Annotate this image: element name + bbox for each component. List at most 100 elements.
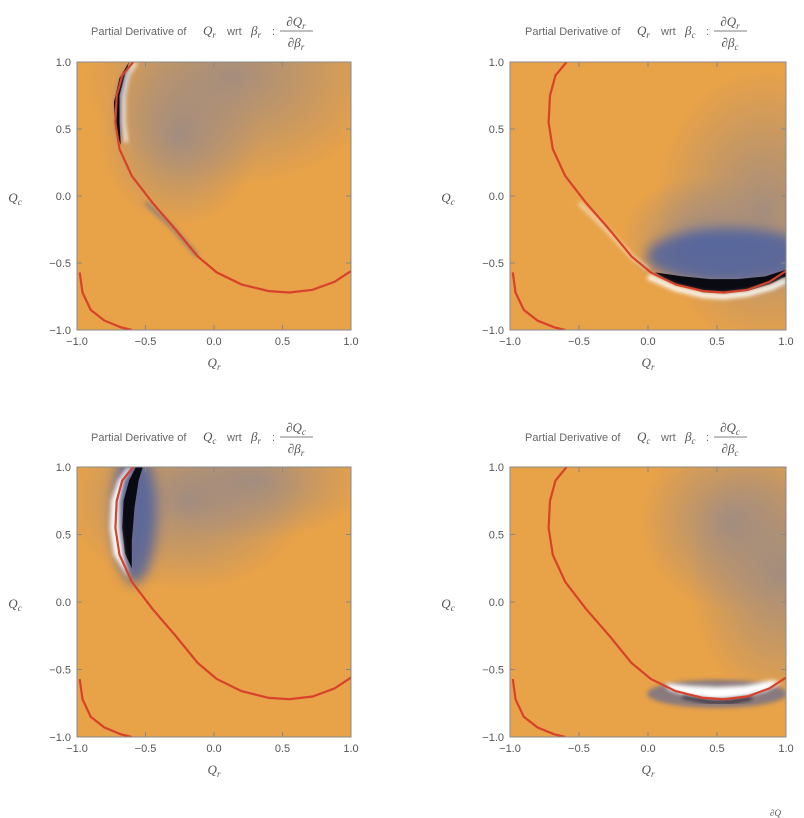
y-tick-label: −0.5	[482, 258, 504, 270]
y-tick-label: −1.0	[49, 732, 71, 744]
title-param-subscript: r	[257, 436, 261, 446]
title-prefix: Partial Derivative of	[91, 432, 187, 444]
x-axis-label-symbol: Q	[642, 762, 652, 777]
x-tick-label: −1.0	[66, 336, 88, 348]
x-tick-label: −0.5	[568, 743, 590, 755]
blue-band	[645, 228, 786, 285]
fraction-numerator-subscript: r	[736, 21, 740, 31]
y-tick-label: 0.5	[489, 530, 504, 542]
plot-area-4	[510, 467, 786, 737]
x-tick-label: 0.0	[206, 743, 221, 755]
x-tick-label: 0.5	[275, 336, 290, 348]
boundary-curve	[114, 62, 351, 294]
x-axis-label-subscript: r	[651, 362, 655, 372]
x-axis-label-subscript: r	[217, 362, 221, 372]
y-tick-label: 1.0	[489, 57, 504, 69]
fraction-denominator-symbol: ∂β	[722, 35, 735, 50]
y-axis-label-symbol: Q	[8, 596, 18, 611]
fraction-denominator: ∂βc	[722, 441, 739, 458]
corner-curve	[78, 678, 133, 737]
title-colon: :	[272, 432, 275, 444]
title-wrt: wrt	[226, 432, 242, 444]
y-axis-label-subscript: c	[451, 603, 455, 613]
white-band	[646, 274, 786, 300]
x-axis-label-subscript: r	[651, 769, 655, 779]
title-colon: :	[706, 26, 709, 38]
dark-band	[114, 62, 130, 146]
y-axis-label-subscript: c	[18, 603, 22, 613]
title-param: βc	[684, 23, 695, 40]
y-axis-label-symbol: Q	[441, 596, 451, 611]
y-axis-label-subscript: c	[451, 197, 455, 207]
fraction-denominator-subscript: r	[301, 42, 305, 52]
fraction-numerator: ∂Qc	[286, 420, 306, 437]
title-param: βr	[250, 429, 261, 446]
fraction-denominator: ∂βr	[288, 441, 305, 458]
y-axis-label: Qc	[441, 596, 454, 613]
y-axis-label-subscript: c	[18, 197, 22, 207]
title-param-subscript: c	[691, 436, 695, 446]
blue-band	[112, 467, 157, 585]
footer-fragment: ∂Q	[770, 808, 781, 818]
y-tick-label: −1.0	[482, 732, 504, 744]
y-tick-label: 0.5	[56, 530, 71, 542]
boundary-curve	[114, 467, 351, 701]
title-colon: :	[706, 432, 709, 444]
y-tick-label: −0.5	[49, 665, 71, 677]
y-tick-label: 0.0	[489, 597, 504, 609]
y-axis-label-symbol: Q	[441, 190, 451, 205]
x-axis-label: Qr	[208, 762, 221, 779]
title-variable-symbol: Q	[203, 23, 213, 38]
y-tick-label: 0.0	[489, 191, 504, 203]
title-variable-subscript: c	[646, 436, 650, 446]
dark-band	[682, 695, 752, 704]
fraction-denominator-symbol: ∂β	[288, 35, 301, 50]
x-tick-label: 1.0	[343, 743, 358, 755]
y-tick-label: −0.5	[49, 258, 71, 270]
x-tick-label: −1.0	[66, 743, 88, 755]
corner-curve	[511, 272, 566, 330]
fraction-denominator: ∂βr	[288, 35, 305, 52]
panel-3: −1.0 −0.5 0.0 0.5 1.0−1.0−0.50.00.51.0QrQcPa…	[8, 420, 358, 779]
x-axis-label: Qr	[642, 762, 655, 779]
fraction-numerator: ∂Qr	[286, 14, 306, 31]
white-band	[122, 62, 138, 143]
boundary-curve	[547, 62, 786, 294]
x-tick-label: −1.0	[499, 743, 521, 755]
panel-title: Partial Derivative of Qc wrt βr:∂Qc∂βr	[91, 420, 313, 458]
title-param-subscript: c	[691, 30, 695, 40]
plot-area-2	[510, 62, 786, 330]
corner-curve	[511, 678, 566, 737]
y-tick-label: 1.0	[489, 462, 504, 474]
title-variable-symbol: Q	[637, 429, 647, 444]
title-param-subscript: r	[257, 30, 261, 40]
x-tick-label: −0.5	[135, 743, 157, 755]
title-variable: Qr	[637, 23, 650, 40]
y-axis-label: Qc	[8, 596, 21, 613]
x-tick-label: 0.5	[709, 743, 724, 755]
fraction-denominator-symbol: ∂β	[288, 441, 301, 456]
x-tick-label: 0.0	[206, 336, 221, 348]
panel-4: −1.0 −0.5 0.0 0.5 1.0−1.0−0.50.00.51.0QrQcPa…	[441, 420, 793, 779]
title-variable-subscript: r	[646, 30, 650, 40]
fraction-denominator: ∂βc	[722, 35, 739, 52]
fraction-denominator-subscript: r	[301, 448, 305, 458]
title-colon: :	[272, 26, 275, 38]
y-tick-label: 0.0	[56, 597, 71, 609]
panel-1: −1.0 −0.5 0.0 0.5 1.0−1.0−0.50.00.51.0QrQcPa…	[8, 14, 358, 372]
title-prefix: Partial Derivative of	[525, 26, 621, 38]
y-axis-label-symbol: Q	[8, 190, 18, 205]
y-tick-label: −0.5	[482, 665, 504, 677]
title-variable: Qc	[637, 429, 650, 446]
fraction-numerator-subscript: c	[302, 427, 306, 437]
title-variable-symbol: Q	[203, 429, 213, 444]
fraction-numerator-symbol: ∂Q	[720, 14, 736, 29]
title-param-symbol: β	[250, 429, 258, 444]
x-tick-label: −1.0	[499, 336, 521, 348]
x-tick-label: 0.0	[640, 743, 655, 755]
panel-2: −1.0 −0.5 0.0 0.5 1.0−1.0−0.50.00.51.0QrQcPa…	[441, 14, 793, 372]
fraction-numerator: ∂Qr	[720, 14, 740, 31]
x-tick-label: 1.0	[778, 336, 793, 348]
plot-area-1	[77, 62, 351, 330]
x-tick-label: −0.5	[135, 336, 157, 348]
